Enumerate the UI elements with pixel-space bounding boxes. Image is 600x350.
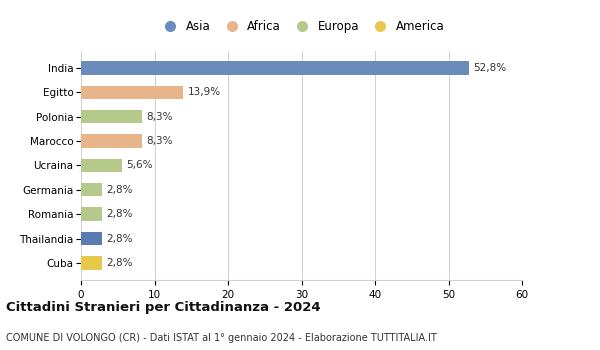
Text: Cittadini Stranieri per Cittadinanza - 2024: Cittadini Stranieri per Cittadinanza - 2… bbox=[6, 301, 320, 315]
Text: 13,9%: 13,9% bbox=[188, 87, 221, 97]
Text: COMUNE DI VOLONGO (CR) - Dati ISTAT al 1° gennaio 2024 - Elaborazione TUTTITALIA: COMUNE DI VOLONGO (CR) - Dati ISTAT al 1… bbox=[6, 333, 437, 343]
Bar bbox=[81, 85, 183, 99]
Text: 2,8%: 2,8% bbox=[106, 185, 133, 195]
Bar bbox=[81, 256, 101, 270]
Text: 5,6%: 5,6% bbox=[127, 160, 153, 170]
Bar bbox=[81, 232, 101, 245]
Bar bbox=[81, 208, 101, 221]
Bar bbox=[81, 110, 142, 123]
Bar bbox=[81, 61, 469, 75]
Text: 2,8%: 2,8% bbox=[106, 233, 133, 244]
Legend: Asia, Africa, Europa, America: Asia, Africa, Europa, America bbox=[154, 15, 449, 38]
Bar bbox=[81, 159, 122, 172]
Bar bbox=[81, 183, 101, 196]
Text: 8,3%: 8,3% bbox=[146, 112, 173, 121]
Text: 52,8%: 52,8% bbox=[473, 63, 506, 73]
Bar bbox=[81, 134, 142, 148]
Text: 8,3%: 8,3% bbox=[146, 136, 173, 146]
Text: 2,8%: 2,8% bbox=[106, 258, 133, 268]
Text: 2,8%: 2,8% bbox=[106, 209, 133, 219]
